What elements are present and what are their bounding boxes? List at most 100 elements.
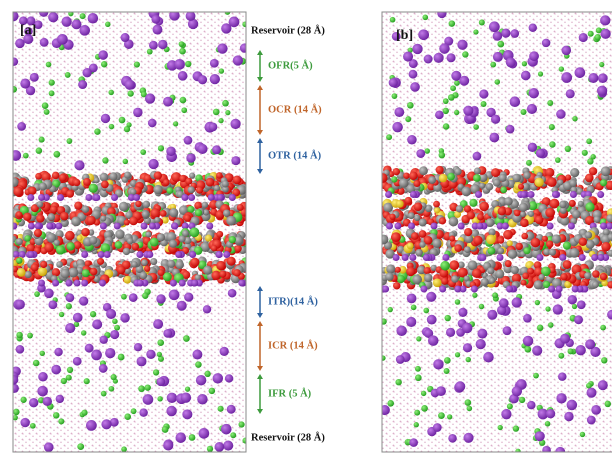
membrane-atom <box>433 207 441 214</box>
membrane-atom <box>234 236 244 245</box>
ion-purple <box>175 251 183 258</box>
ion-purple <box>38 194 46 201</box>
ion-purple <box>561 72 573 83</box>
ion-purple <box>156 294 166 304</box>
membrane-atom <box>491 168 501 178</box>
membrane-atom <box>115 229 125 239</box>
ion-green <box>478 19 485 26</box>
membrane-atom <box>418 218 427 227</box>
ion-green <box>157 145 165 152</box>
ion-purple <box>590 346 601 358</box>
ion-purple <box>496 222 504 230</box>
membrane-atom <box>527 210 535 217</box>
ion-purple <box>18 251 26 258</box>
ion-purple <box>433 52 444 63</box>
membrane-atom <box>150 208 161 219</box>
ion-purple <box>136 279 144 287</box>
ion-purple <box>191 279 199 287</box>
membrane-atom <box>200 241 211 252</box>
ion-purple <box>34 222 42 230</box>
ion-purple <box>105 347 116 359</box>
membrane-atom <box>469 198 478 207</box>
membrane-atom <box>503 264 513 274</box>
ion-purple <box>591 254 599 261</box>
ion-purple <box>416 149 426 158</box>
membrane-atom <box>52 179 61 188</box>
ion-purple <box>597 254 605 261</box>
membrane-atom <box>428 176 437 184</box>
membrane-atom <box>557 179 564 186</box>
membrane-atom <box>571 209 581 219</box>
membrane-atom <box>99 172 109 182</box>
ion-green <box>123 125 131 133</box>
ion-green <box>586 382 592 389</box>
ion-purple <box>13 375 19 385</box>
membrane-atom <box>406 266 416 277</box>
membrane-atom <box>404 196 413 205</box>
ion-green <box>217 405 224 412</box>
membrane-atom <box>13 265 18 273</box>
ion-green <box>478 303 485 310</box>
membrane-atom <box>409 171 418 181</box>
membrane-atom <box>203 265 213 275</box>
ion-purple <box>99 279 107 287</box>
ion-purple <box>71 19 82 30</box>
ion-purple <box>48 12 59 23</box>
ion-purple <box>574 67 586 78</box>
ion-purple <box>418 29 430 41</box>
membrane-atom <box>489 277 496 284</box>
membrane-atom <box>398 178 409 188</box>
ion-purple <box>98 50 108 60</box>
ion-purple <box>166 146 176 157</box>
membrane-atom <box>88 183 98 193</box>
ion-green <box>144 384 151 391</box>
ion-purple <box>99 222 107 230</box>
ion-purple <box>542 445 551 452</box>
ion-purple <box>576 300 586 310</box>
membrane-atom <box>514 209 521 217</box>
membrane-atom <box>142 200 151 209</box>
ion-purple <box>39 12 49 17</box>
membrane-atom <box>123 219 130 226</box>
membrane-atom <box>485 218 495 227</box>
ion-purple <box>133 342 143 352</box>
ion-purple <box>575 345 586 356</box>
ion-green <box>41 102 49 110</box>
ion-green <box>110 374 117 381</box>
ion-green <box>146 48 153 55</box>
membrane-atom <box>141 210 150 218</box>
ion-purple <box>43 442 54 452</box>
membrane-atom <box>467 260 478 271</box>
membrane-atom <box>226 256 236 266</box>
ion-green <box>450 85 457 92</box>
ion-purple <box>156 377 166 387</box>
ion-green <box>230 432 237 439</box>
membrane-atom <box>216 172 223 179</box>
ion-green <box>587 30 594 37</box>
membrane-atom <box>449 260 460 271</box>
ion-purple <box>391 31 401 41</box>
ion-purple <box>33 20 43 29</box>
ion-green <box>20 396 27 403</box>
ion-purple <box>409 438 418 447</box>
ion-purple <box>451 70 462 81</box>
ion-purple <box>85 420 97 431</box>
ion-purple <box>555 285 563 293</box>
ion-green <box>66 366 74 374</box>
ion-green <box>454 80 460 86</box>
ion-purple <box>15 38 25 49</box>
ion-purple <box>124 79 135 90</box>
reservoir-label: Reservoir (28 Å) <box>251 431 325 443</box>
ion-purple <box>139 408 148 417</box>
ion-purple <box>426 314 437 325</box>
ion-purple <box>420 285 428 293</box>
ion-green <box>77 443 85 451</box>
ion-green <box>416 336 422 342</box>
ion-purple <box>185 12 196 21</box>
ion-green <box>188 434 196 441</box>
ion-purple <box>81 279 89 287</box>
membrane-atom <box>60 268 70 279</box>
membrane-atom <box>40 260 48 269</box>
ion-green <box>68 12 74 17</box>
ion-purple <box>202 305 212 314</box>
